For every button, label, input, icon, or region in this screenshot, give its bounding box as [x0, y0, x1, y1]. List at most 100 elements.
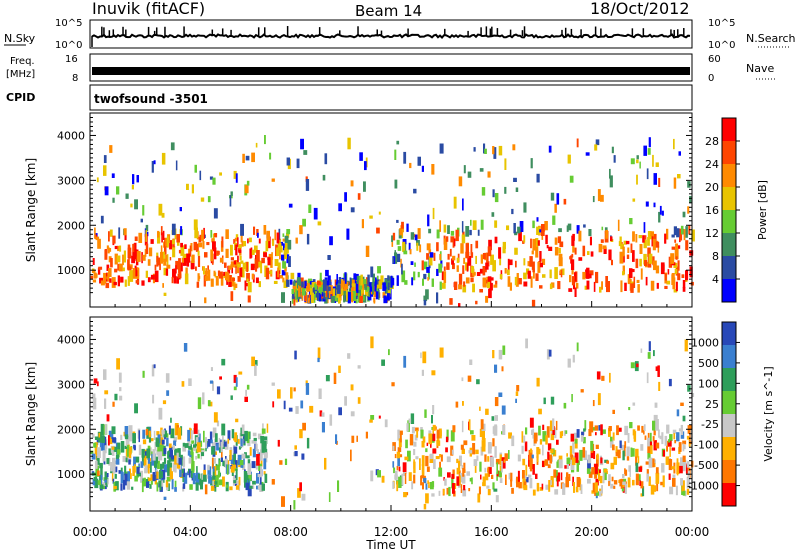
heatmap-cell — [225, 271, 229, 281]
heatmap-cell — [461, 448, 465, 454]
heatmap-cell — [266, 230, 270, 242]
heatmap-cell — [681, 274, 685, 278]
heatmap-cell — [168, 443, 172, 448]
heatmap-cell — [221, 423, 226, 436]
heatmap-cell — [447, 225, 450, 234]
heatmap-cell — [549, 480, 552, 486]
heatmap-cell — [622, 474, 625, 479]
y-tick-label: 4000 — [57, 129, 85, 142]
heatmap-cell — [643, 145, 647, 156]
heatmap-cell — [632, 250, 635, 262]
heatmap-cell — [99, 462, 103, 469]
heatmap-cell — [584, 420, 587, 431]
heatmap-cell — [639, 258, 642, 267]
heatmap-cell — [196, 281, 200, 288]
heatmap-cell — [287, 239, 292, 250]
heatmap-cell — [665, 456, 670, 465]
heatmap-cell — [154, 462, 157, 474]
heatmap-cell — [174, 423, 177, 436]
heatmap-cell — [155, 456, 158, 464]
heatmap-cell — [334, 292, 338, 297]
heatmap-cell — [479, 268, 484, 274]
heatmap-cell — [402, 241, 406, 252]
heatmap-cell — [111, 451, 115, 456]
heatmap-cell — [630, 158, 635, 165]
colorbar-tick-label: 1000 — [691, 336, 719, 349]
heatmap-cell — [169, 465, 172, 474]
heatmap-cell — [131, 486, 134, 490]
heatmap-cell — [279, 460, 283, 465]
heatmap-cell — [148, 247, 153, 257]
heatmap-cell — [601, 375, 605, 381]
heatmap-cell — [148, 434, 152, 443]
heatmap-cell — [605, 229, 608, 239]
freq-bottom-tick: 8 — [72, 73, 78, 84]
nsky-panel-frame — [89, 19, 693, 49]
heatmap-cell — [323, 292, 326, 300]
heatmap-cell — [450, 236, 455, 243]
heatmap-cell — [487, 489, 491, 496]
heatmap-cell — [396, 239, 400, 245]
heatmap-cell — [285, 272, 289, 282]
heatmap-cell — [115, 454, 120, 460]
heatmap-cell — [238, 245, 242, 249]
heatmap-cell — [290, 272, 295, 280]
heatmap-cell — [567, 154, 571, 164]
heatmap-cell — [507, 269, 510, 276]
heatmap-cell — [648, 476, 651, 486]
heatmap-cell — [327, 255, 331, 260]
heatmap-cell — [570, 454, 574, 462]
heatmap-cell — [242, 464, 246, 471]
heatmap-cell — [117, 275, 120, 287]
x-tick-label: 00:00 — [73, 525, 108, 539]
heatmap-cell — [658, 211, 661, 223]
heatmap-cell — [376, 227, 380, 234]
heatmap-cell — [452, 483, 455, 494]
heatmap-cell — [674, 440, 677, 444]
heatmap-cell — [298, 285, 301, 297]
heatmap-cell — [677, 260, 680, 271]
heatmap-cell — [492, 482, 495, 490]
heatmap-cell — [635, 258, 639, 269]
heatmap-cell — [658, 381, 661, 391]
heatmap-cell — [94, 460, 98, 469]
colorbar-tick-label: 28 — [705, 135, 719, 148]
heatmap-cell — [612, 409, 615, 414]
heatmap-cell — [544, 459, 549, 466]
heatmap-cell — [413, 233, 416, 238]
heatmap-cell — [639, 161, 641, 169]
heatmap-cell — [237, 255, 239, 266]
y-tick-label: 2000 — [57, 219, 85, 232]
heatmap-cell — [141, 280, 145, 286]
heatmap-cell — [324, 153, 328, 165]
heatmap-cell — [602, 245, 607, 250]
heatmap-cell — [469, 477, 473, 482]
colorbar-tick-label: 20 — [705, 181, 719, 194]
heatmap-cell — [481, 440, 486, 452]
heatmap-cell — [555, 420, 558, 431]
heatmap-cell — [341, 280, 345, 288]
heatmap-cell — [156, 431, 160, 436]
heatmap-cell — [492, 260, 496, 272]
heatmap-cell — [620, 444, 624, 451]
heatmap-cell — [255, 142, 258, 148]
heatmap-cell — [350, 411, 355, 417]
heatmap-cell — [432, 424, 436, 431]
heatmap-cell — [256, 449, 259, 454]
heatmap-cell — [345, 290, 348, 301]
heatmap-cell — [90, 450, 94, 455]
heatmap-cell — [162, 230, 165, 240]
heatmap-cell — [249, 447, 252, 456]
heatmap-cell — [593, 281, 596, 292]
heatmap-cell — [550, 476, 554, 488]
heatmap-cell — [671, 234, 675, 238]
heatmap-cell — [182, 253, 187, 258]
heatmap-cell — [251, 440, 254, 444]
heatmap-cell — [122, 267, 125, 272]
heatmap-cell — [293, 279, 296, 288]
heatmap-cell — [674, 248, 679, 260]
heatmap-cell — [112, 457, 116, 467]
heatmap-cell — [221, 236, 224, 248]
heatmap-cell — [115, 481, 119, 491]
heatmap-cell — [131, 184, 134, 190]
